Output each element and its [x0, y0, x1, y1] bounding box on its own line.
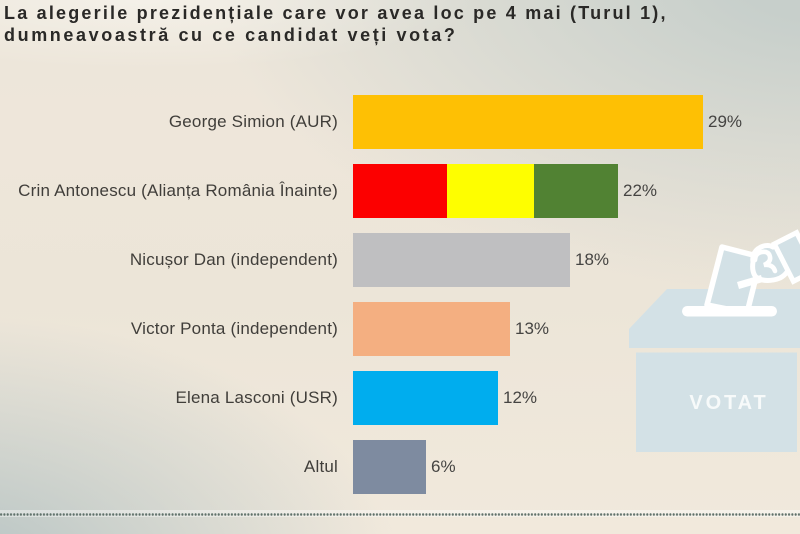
svg-text:VOTAT: VOTAT	[689, 392, 768, 414]
